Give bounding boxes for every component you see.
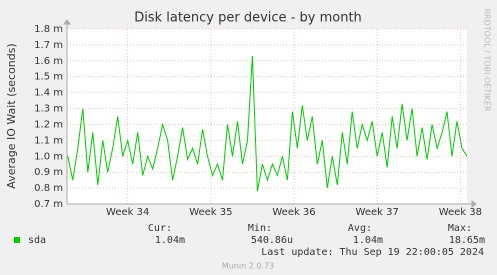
y-tick-label: 1.4 m	[34, 88, 63, 99]
summary-header: Min:	[248, 223, 272, 234]
x-axis	[67, 200, 477, 208]
legend-swatch	[14, 237, 20, 243]
side-label: RRDTOOL / TOBI OETIKER	[483, 8, 492, 111]
chart-title: Disk latency per device - by month	[134, 11, 362, 26]
footer: Munin 2.0.73	[222, 262, 274, 271]
x-tick-label: Week 37	[356, 207, 399, 218]
y-tick-label: 1.0 m	[34, 151, 63, 162]
summary-header: Cur:	[148, 223, 172, 234]
summary-value: 1.04m	[155, 235, 185, 246]
x-tick-label: Week 38	[439, 207, 482, 218]
y-tick-label: 0.7 m	[34, 199, 63, 210]
y-tick-label: 1.7 m	[34, 40, 63, 51]
y-tick-label: 1.8 m	[34, 24, 63, 35]
y-axis	[63, 19, 71, 204]
x-tick-label: Week 35	[189, 207, 232, 218]
y-axis-label: Average IO Wait (seconds)	[5, 43, 18, 188]
last-update: Last update: Thu Sep 19 22:00:05 2024	[261, 247, 484, 258]
legend-label: sda	[28, 235, 46, 246]
y-tick-label: 0.9 m	[34, 167, 63, 178]
y-tick-label: 1.6 m	[34, 56, 63, 67]
summary-header: Avg:	[348, 223, 372, 234]
summary-value: 1.04m	[353, 235, 383, 246]
y-tick-label: 1.3 m	[34, 104, 63, 115]
data-line	[67, 55, 468, 192]
y-tick-label: 1.1 m	[34, 135, 63, 146]
summary-value: 18.65m	[449, 235, 485, 246]
y-tick-label: 1.5 m	[34, 72, 63, 83]
y-tick-label: 1.2 m	[34, 119, 63, 130]
summary-header: Max:	[448, 223, 472, 234]
y-tick-label: 0.8 m	[34, 183, 63, 194]
x-tick-label: Week 34	[106, 207, 149, 218]
summary-value: 540.86u	[251, 235, 293, 246]
x-tick-label: Week 36	[272, 207, 315, 218]
